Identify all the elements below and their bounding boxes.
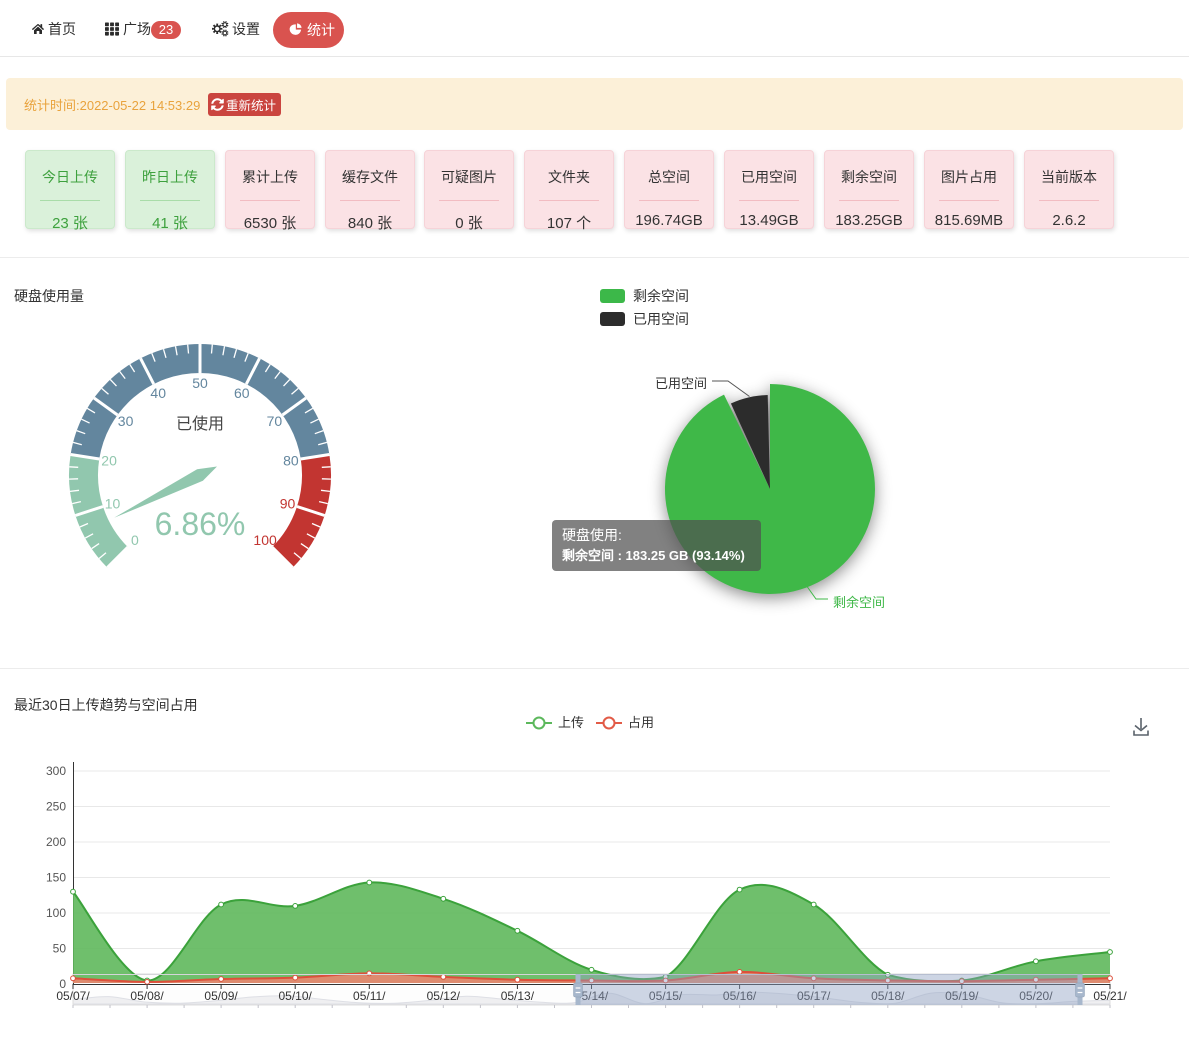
svg-text:05/07/: 05/07/ [56,989,90,1003]
svg-text:30: 30 [118,413,134,429]
svg-text:占用: 占用 [628,715,654,730]
svg-text:0: 0 [131,532,139,548]
svg-text:200: 200 [46,835,66,849]
svg-text:40: 40 [150,385,166,401]
svg-text:05/18/: 05/18/ [871,989,905,1003]
svg-text:90: 90 [280,495,296,511]
svg-text:60: 60 [234,385,250,401]
svg-text:300: 300 [46,764,66,778]
svg-text:80: 80 [283,453,299,469]
svg-text:250: 250 [46,800,66,814]
svg-text:05/16/: 05/16/ [723,989,757,1003]
svg-text:05/08/: 05/08/ [130,989,164,1003]
svg-text:05/09/: 05/09/ [204,989,238,1003]
svg-text:05/10/: 05/10/ [279,989,313,1003]
svg-text:10: 10 [105,495,121,511]
svg-text:50: 50 [53,942,67,956]
svg-text:70: 70 [267,413,283,429]
svg-text:05/11/: 05/11/ [353,989,386,1003]
svg-text:05/14/: 05/14/ [575,989,609,1003]
svg-text:已使用: 已使用 [176,415,224,433]
svg-text:05/17/: 05/17/ [797,989,831,1003]
svg-text:20: 20 [101,453,117,469]
svg-text:上传: 上传 [558,715,584,730]
svg-text:150: 150 [46,871,66,885]
svg-text:05/15/: 05/15/ [649,989,683,1003]
svg-text:05/19/: 05/19/ [945,989,979,1003]
svg-text:100: 100 [253,532,277,548]
svg-text:05/13/: 05/13/ [501,989,535,1003]
svg-text:05/20/: 05/20/ [1019,989,1053,1003]
svg-text:6.86%: 6.86% [155,506,246,542]
svg-text:100: 100 [46,906,66,920]
svg-text:50: 50 [192,375,208,391]
svg-text:05/12/: 05/12/ [427,989,461,1003]
svg-text:0: 0 [59,977,66,991]
svg-text:05/21/: 05/21/ [1093,989,1127,1003]
